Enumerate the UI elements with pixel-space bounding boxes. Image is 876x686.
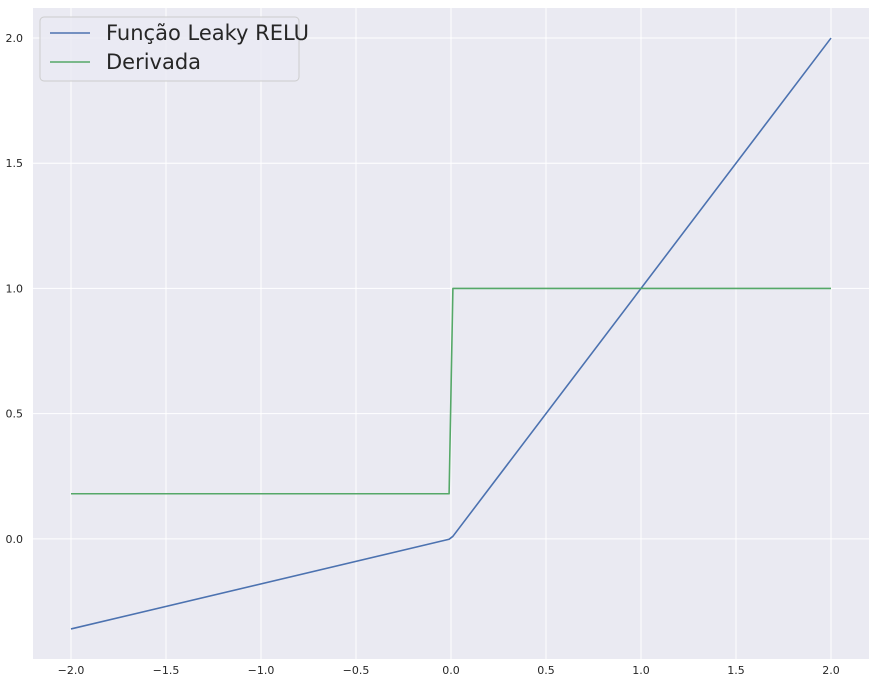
x-tick-label: −2.0	[58, 664, 85, 677]
y-tick-label: 0.5	[6, 408, 24, 421]
y-axis-ticks: 0.0 0.5 1.0 1.5 2.0	[6, 32, 24, 546]
x-tick-label: −0.5	[343, 664, 370, 677]
legend: Função Leaky RELU Derivada	[39, 16, 309, 82]
x-tick-label: −1.0	[248, 664, 275, 677]
x-tick-label: 1.0	[632, 664, 650, 677]
x-tick-label: 0.5	[537, 664, 555, 677]
y-tick-label: 1.5	[6, 157, 24, 170]
legend-box	[39, 16, 300, 82]
x-tick-label: 2.0	[822, 664, 840, 677]
series-line-0	[70, 37, 832, 630]
x-tick-label: 1.5	[727, 664, 745, 677]
x-tick-label: 0.0	[442, 664, 460, 677]
y-tick-label: 2.0	[6, 32, 24, 45]
y-tick-label: 0.0	[6, 533, 24, 546]
legend-label-0: Função Leaky RELU	[106, 21, 309, 45]
x-axis-ticks: −2.0 −1.5 −1.0 −0.5 0.0 0.5 1.0 1.5 2.0	[58, 664, 840, 677]
series-line-1	[71, 287, 831, 495]
series-lines	[70, 37, 832, 630]
legend-label-1: Derivada	[106, 50, 201, 74]
x-tick-label: −1.5	[153, 664, 180, 677]
y-tick-label: 1.0	[6, 282, 24, 295]
